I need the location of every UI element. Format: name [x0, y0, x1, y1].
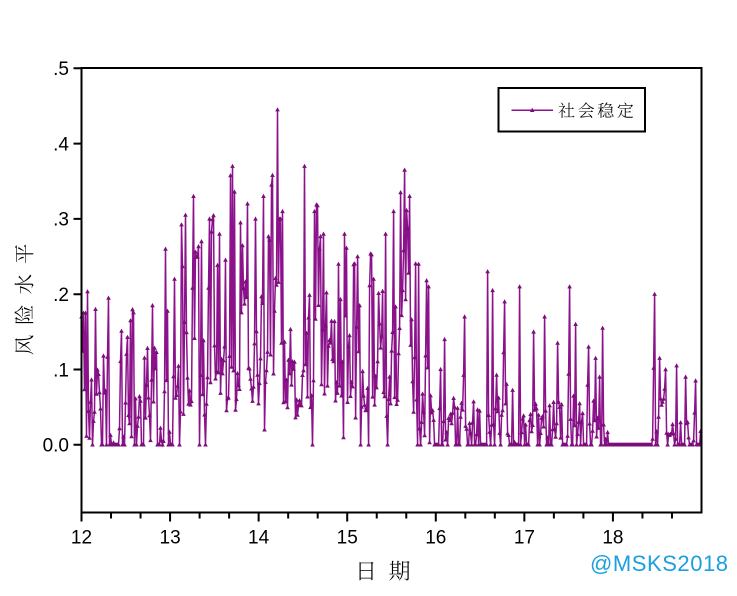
svg-text:16: 16: [425, 528, 446, 549]
svg-text:.3: .3: [53, 210, 69, 231]
svg-text:.2: .2: [53, 285, 69, 306]
svg-text:.4: .4: [53, 134, 69, 155]
svg-text:15: 15: [337, 528, 358, 549]
svg-text:14: 14: [248, 528, 270, 549]
svg-text:18: 18: [602, 528, 623, 549]
svg-text:.1: .1: [53, 360, 69, 381]
svg-text:13: 13: [160, 528, 181, 549]
svg-text:@MSKS2018: @MSKS2018: [590, 551, 729, 576]
svg-text:0.0: 0.0: [43, 436, 69, 457]
svg-text:.5: .5: [53, 59, 69, 80]
svg-text:12: 12: [71, 528, 92, 549]
svg-text:17: 17: [514, 528, 535, 549]
